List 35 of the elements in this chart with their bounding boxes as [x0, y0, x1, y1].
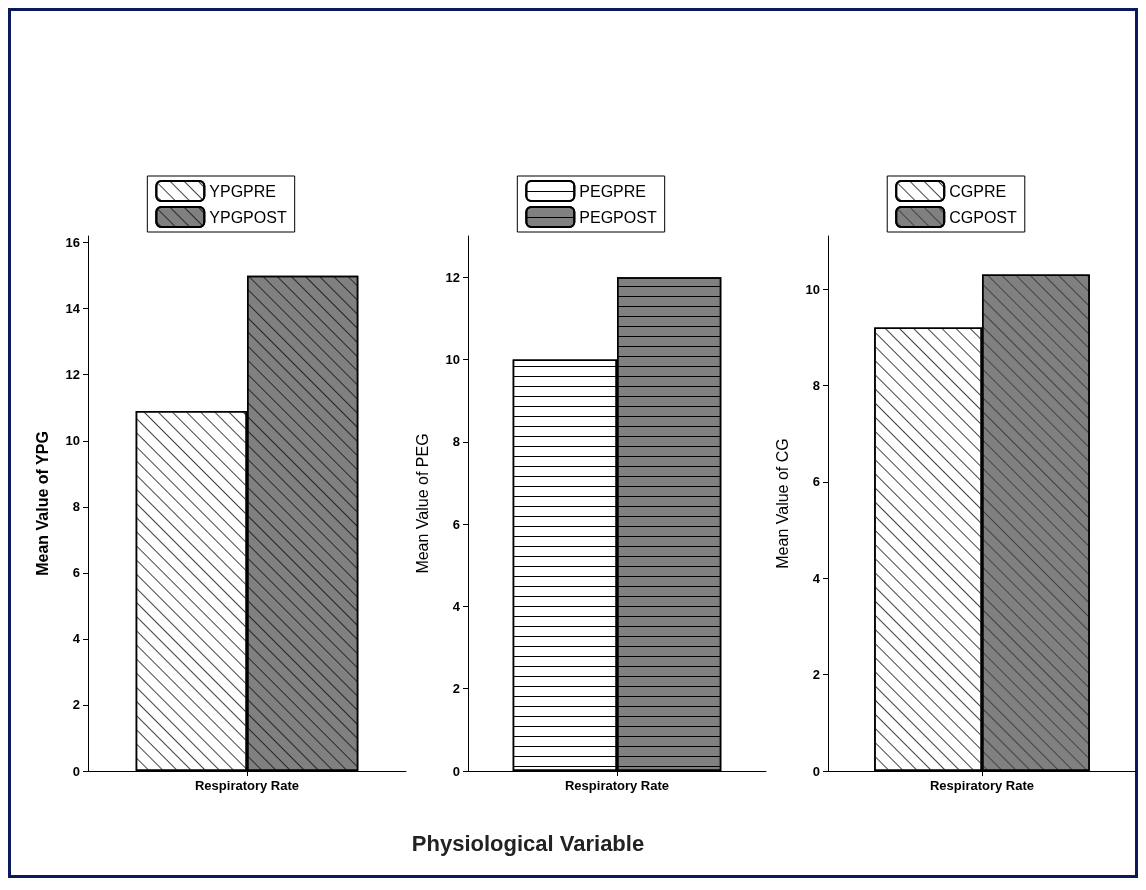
y-tick-label: 16 — [65, 235, 80, 251]
y-tick-label: 14 — [65, 301, 81, 317]
y-tick-label: 4 — [72, 631, 81, 647]
y-axis-title: Mean Value of CG — [773, 438, 791, 569]
y-tick-label: 4 — [812, 570, 821, 586]
x-tick-label: Respiratory Rate — [194, 778, 300, 793]
y-tick-label: 10 — [805, 281, 820, 297]
legend-label: PEGPRE — [579, 182, 647, 200]
y-tick-label: 8 — [72, 499, 80, 515]
y-axis-title: Mean Value of PEG — [413, 433, 431, 574]
legend-label: CGPRE — [949, 182, 1007, 200]
y-tick-label: 8 — [452, 434, 460, 450]
y-tick-label: 10 — [65, 433, 80, 449]
x-axis-title: Physiological Variable — [410, 831, 646, 857]
y-tick-label: 0 — [812, 763, 820, 779]
x-tick-label: Respiratory Rate — [564, 778, 670, 793]
legend-label: YPGPRE — [209, 182, 277, 200]
y-tick-label: 0 — [452, 763, 460, 779]
y-tick-label: 0 — [72, 763, 80, 779]
y-tick-label: 6 — [812, 474, 820, 490]
y-tick-label: 2 — [72, 697, 80, 713]
y-tick-label: 10 — [445, 351, 460, 367]
y-tick-label: 2 — [812, 667, 820, 683]
y-tick-label: 2 — [452, 681, 460, 697]
legend-label: CGPOST — [949, 208, 1018, 226]
legend-label: PEGPOST — [579, 208, 657, 226]
y-tick-label: 4 — [452, 598, 461, 614]
y-tick-label: 6 — [452, 516, 460, 532]
x-tick-label: Respiratory Rate — [929, 778, 1035, 793]
y-tick-label: 8 — [812, 377, 820, 393]
legend-label: YPGPOST — [209, 208, 287, 226]
y-tick-label: 12 — [445, 269, 460, 285]
y-axis-title: Mean Value of YPG — [33, 431, 51, 576]
y-tick-label: 12 — [65, 367, 80, 383]
y-tick-label: 6 — [72, 565, 80, 581]
